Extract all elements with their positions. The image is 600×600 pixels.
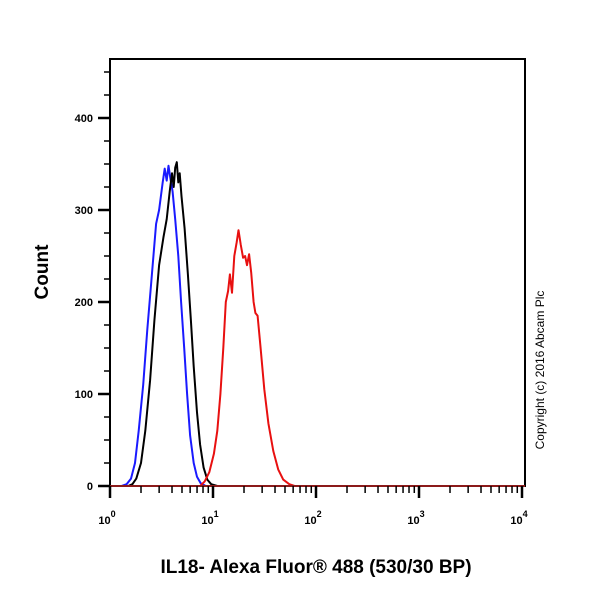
y-axis: 0 100 200 300 400: [75, 71, 111, 497]
series-red-curve: [110, 229, 522, 487]
y-tick-label: 300: [75, 205, 93, 217]
x-tick-label: 102: [304, 509, 321, 527]
y-tick-label: 400: [75, 113, 93, 125]
y-tick-label: 100: [75, 389, 93, 401]
x-tick-label: 100: [98, 509, 115, 527]
series-blue-curve: [110, 164, 522, 487]
y-tick-label: 0: [87, 481, 93, 493]
copyright-notice: Copyright (c) 2016 Abcam Plc: [533, 291, 547, 450]
x-tick-label: 103: [407, 509, 424, 527]
x-tick-label: 101: [201, 509, 218, 527]
y-tick-label: 200: [75, 297, 93, 309]
x-axis: 100 101 102 103 104: [98, 486, 528, 527]
y-axis-label: Count: [32, 244, 53, 300]
series-black-curve: [110, 161, 522, 487]
x-tick-label: 104: [510, 509, 527, 527]
plot-frame: [109, 58, 526, 487]
curves: [110, 161, 522, 487]
x-axis-label: IL18- Alexa Fluor® 488 (530/30 BP): [160, 557, 471, 578]
